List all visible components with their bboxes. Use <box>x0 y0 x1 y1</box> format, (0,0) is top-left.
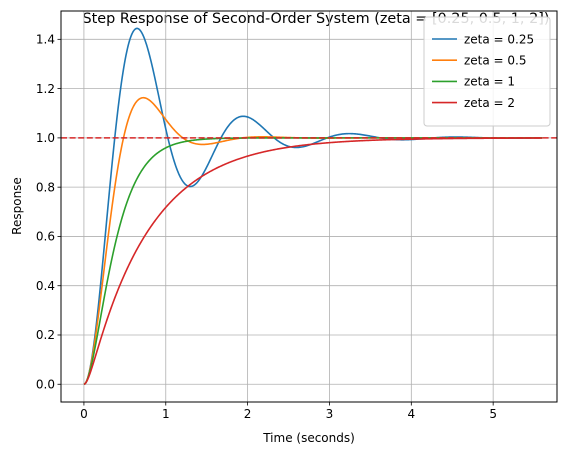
series-line-4 <box>83 137 543 386</box>
y-tick-label: 1.4 <box>36 33 55 47</box>
x-axis-label: Time (seconds) <box>262 431 355 445</box>
x-tick-label: 3 <box>326 407 334 421</box>
y-tick-label: 0.0 <box>36 377 55 391</box>
y-axis-ticks: 0.0 0.2 0.4 0.6 0.8 1.0 1.2 1.4 <box>36 33 61 391</box>
series-line-2 <box>83 96 543 386</box>
axes-frame <box>60 10 558 403</box>
y-tick-label: 0.8 <box>36 180 55 194</box>
y-tick-label: 0.4 <box>36 279 55 293</box>
legend-label-1: zeta = 0.25 <box>464 32 534 46</box>
y-tick-label: 1.2 <box>36 82 55 96</box>
x-tick-label: 1 <box>162 407 170 421</box>
legend-label-3: zeta = 1 <box>464 75 515 89</box>
y-tick-label: 1.0 <box>36 131 55 145</box>
x-tick-label: 4 <box>407 407 415 421</box>
legend-box <box>423 16 551 127</box>
x-tick-label: 2 <box>244 407 252 421</box>
y-tick-label: 0.6 <box>36 230 55 244</box>
x-axis-ticks: 0 1 2 3 4 5 <box>80 402 497 421</box>
legend: zeta = 0.25 zeta = 0.5 zeta = 1 zeta = 2 <box>423 16 551 127</box>
x-tick-label: 5 <box>489 407 497 421</box>
y-tick-label: 0.2 <box>36 328 55 342</box>
x-tick-label: 0 <box>80 407 88 421</box>
y-axis-label: Response <box>10 177 24 235</box>
series-line-3 <box>83 137 543 386</box>
legend-label-4: zeta = 2 <box>464 96 515 110</box>
legend-label-2: zeta = 0.5 <box>464 54 527 68</box>
